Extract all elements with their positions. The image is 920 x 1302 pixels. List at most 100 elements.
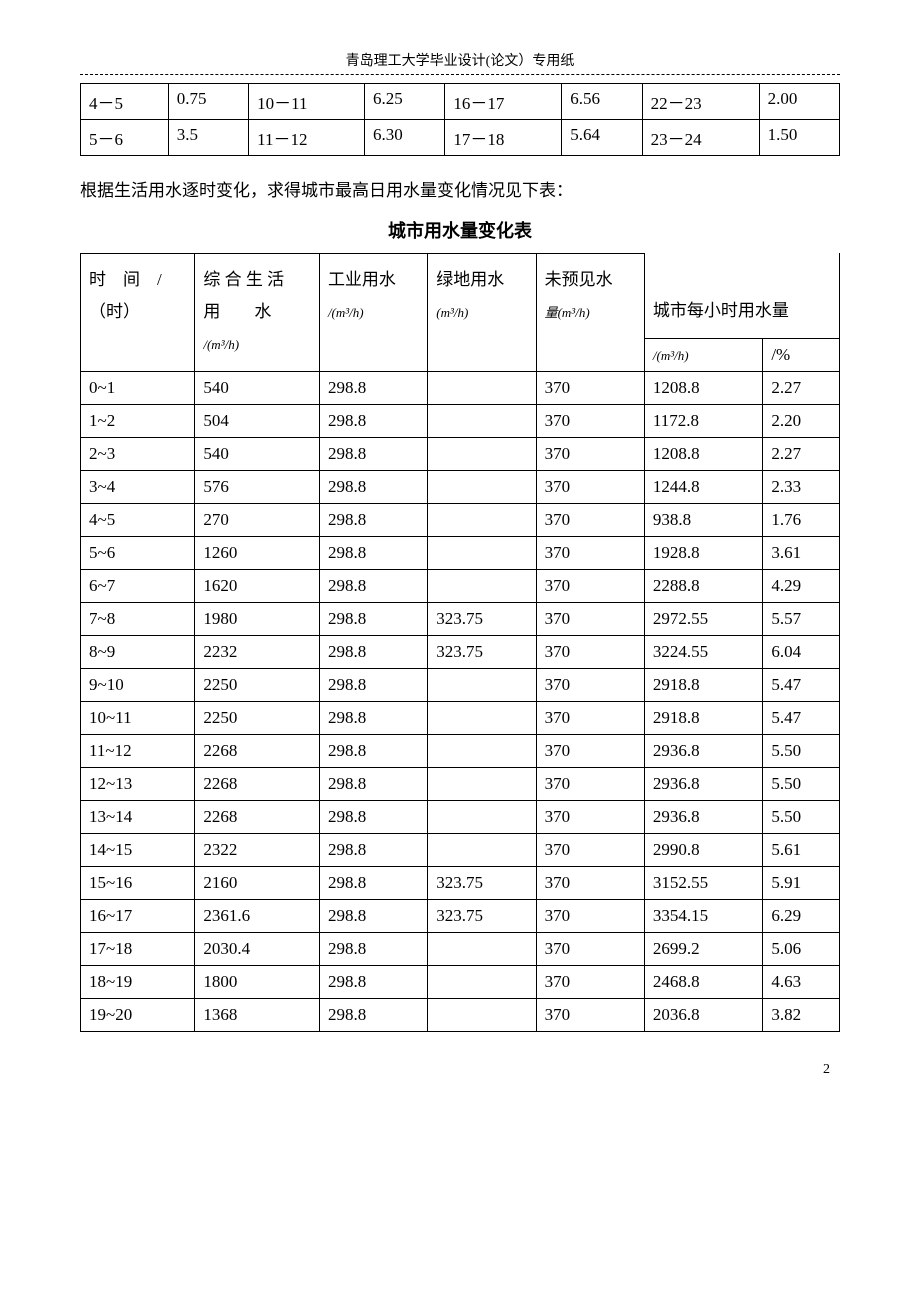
table-cell bbox=[428, 569, 536, 602]
table-cell: 5.06 bbox=[763, 932, 840, 965]
table-row: 5~61260298.83701928.83.61 bbox=[81, 536, 840, 569]
table-cell: 2250 bbox=[195, 701, 320, 734]
table-cell: 6.25 bbox=[364, 84, 444, 120]
table-cell: 0~1 bbox=[81, 371, 195, 404]
table-cell: 298.8 bbox=[319, 866, 427, 899]
table-cell: 3354.15 bbox=[644, 899, 762, 932]
table-row: 3~4576298.83701244.82.33 bbox=[81, 470, 840, 503]
table-cell bbox=[428, 437, 536, 470]
header-unit: (m³/h) bbox=[436, 305, 468, 320]
table-cell: 2030.4 bbox=[195, 932, 320, 965]
table-cell bbox=[428, 767, 536, 800]
table-cell bbox=[428, 932, 536, 965]
table-cell: 298.8 bbox=[319, 734, 427, 767]
table-cell: 4~5 bbox=[81, 503, 195, 536]
page-number: 2 bbox=[80, 1062, 840, 1078]
table-cell: 2.27 bbox=[763, 437, 840, 470]
table-cell: 5.57 bbox=[763, 602, 840, 635]
table-cell: 2.33 bbox=[763, 470, 840, 503]
table-cell: 370 bbox=[536, 701, 644, 734]
table-cell: 298.8 bbox=[319, 371, 427, 404]
header-divider bbox=[80, 74, 840, 75]
intro-text: 根据生活用水逐时变化，求得城市最高日用水量变化情况见下表： bbox=[80, 176, 840, 207]
table-row: 0~1540298.83701208.82.27 bbox=[81, 371, 840, 404]
table-cell bbox=[428, 965, 536, 998]
table-2: 时 间 / （时） 综 合 生 活 用 水 /(m³/h) 工业用水 /(m³/… bbox=[80, 253, 840, 1032]
table-cell bbox=[428, 470, 536, 503]
table-cell: 23－24 bbox=[642, 120, 759, 156]
table-cell: 370 bbox=[536, 800, 644, 833]
header-text: 用 水 bbox=[203, 302, 271, 321]
table-cell: 1244.8 bbox=[644, 470, 762, 503]
table-cell: 2972.55 bbox=[644, 602, 762, 635]
table-cell: 2160 bbox=[195, 866, 320, 899]
table-cell: 5.61 bbox=[763, 833, 840, 866]
table-cell: 22－23 bbox=[642, 84, 759, 120]
table-cell bbox=[428, 701, 536, 734]
table-cell: 17~18 bbox=[81, 932, 195, 965]
table-cell: 298.8 bbox=[319, 800, 427, 833]
table2-title: 城市用水量变化表 bbox=[80, 217, 840, 243]
table-row: 7~81980298.8323.753702972.555.57 bbox=[81, 602, 840, 635]
table-cell: 370 bbox=[536, 998, 644, 1031]
table-cell: 3152.55 bbox=[644, 866, 762, 899]
col-header-city-unit: /(m³/h) bbox=[644, 338, 762, 371]
table-cell: 5.64 bbox=[562, 120, 642, 156]
header-text: 绿地用水 bbox=[436, 270, 504, 289]
table-cell: 2288.8 bbox=[644, 569, 762, 602]
table-cell: 298.8 bbox=[319, 932, 427, 965]
table-row: 14~152322298.83702990.85.61 bbox=[81, 833, 840, 866]
table-row: 9~102250298.83702918.85.47 bbox=[81, 668, 840, 701]
table-cell: 16－17 bbox=[445, 84, 562, 120]
table-cell: 370 bbox=[536, 470, 644, 503]
table-cell: 5－6 bbox=[81, 120, 169, 156]
table-cell: 1368 bbox=[195, 998, 320, 1031]
table-cell: 3.5 bbox=[168, 120, 248, 156]
table-cell: 2468.8 bbox=[644, 965, 762, 998]
table-cell: 1.50 bbox=[759, 120, 839, 156]
table-cell: 4.63 bbox=[763, 965, 840, 998]
table-cell: 2.27 bbox=[763, 371, 840, 404]
col-header-city-pct: /% bbox=[763, 338, 840, 371]
table-cell: 2322 bbox=[195, 833, 320, 866]
header-unit: /(m³/h) bbox=[328, 305, 364, 320]
col-header-living: 综 合 生 活 用 水 /(m³/h) bbox=[195, 253, 320, 371]
table-cell: 5.50 bbox=[763, 767, 840, 800]
table-cell: 323.75 bbox=[428, 602, 536, 635]
header-unit: 量(m³/h) bbox=[545, 305, 590, 320]
table-cell: 1.76 bbox=[763, 503, 840, 536]
table-cell: 4.29 bbox=[763, 569, 840, 602]
table-cell: 5.47 bbox=[763, 701, 840, 734]
table-row: 5－63.511－126.3017－185.6423－241.50 bbox=[81, 120, 840, 156]
table-row: 17~182030.4298.83702699.25.06 bbox=[81, 932, 840, 965]
table-cell: 14~15 bbox=[81, 833, 195, 866]
col-header-time: 时 间 / （时） bbox=[81, 253, 195, 371]
table-cell: 323.75 bbox=[428, 635, 536, 668]
table-cell: 6.29 bbox=[763, 899, 840, 932]
table-cell bbox=[428, 998, 536, 1031]
table-cell: 2699.2 bbox=[644, 932, 762, 965]
table-cell: 370 bbox=[536, 404, 644, 437]
table-cell: 298.8 bbox=[319, 701, 427, 734]
table-cell: 298.8 bbox=[319, 767, 427, 800]
table-cell: 3.82 bbox=[763, 998, 840, 1031]
table-row: 1~2504298.83701172.82.20 bbox=[81, 404, 840, 437]
table-cell: 5~6 bbox=[81, 536, 195, 569]
table-cell: 323.75 bbox=[428, 899, 536, 932]
table-cell: 1208.8 bbox=[644, 437, 762, 470]
table-row: 15~162160298.8323.753703152.555.91 bbox=[81, 866, 840, 899]
table-cell: 5.50 bbox=[763, 800, 840, 833]
col-header-industry: 工业用水 /(m³/h) bbox=[319, 253, 427, 371]
table-cell: 3224.55 bbox=[644, 635, 762, 668]
table-1: 4－50.7510－116.2516－176.5622－232.005－63.5… bbox=[80, 83, 840, 156]
table-cell bbox=[428, 404, 536, 437]
table-cell: 2~3 bbox=[81, 437, 195, 470]
header-text: 未预见水 bbox=[545, 270, 613, 289]
table-cell: 2250 bbox=[195, 668, 320, 701]
table-cell bbox=[428, 668, 536, 701]
table-cell: 11－12 bbox=[249, 120, 365, 156]
table-cell: 1172.8 bbox=[644, 404, 762, 437]
table-cell: 298.8 bbox=[319, 536, 427, 569]
header-text: 时 间 / bbox=[89, 270, 162, 289]
table-cell bbox=[428, 536, 536, 569]
